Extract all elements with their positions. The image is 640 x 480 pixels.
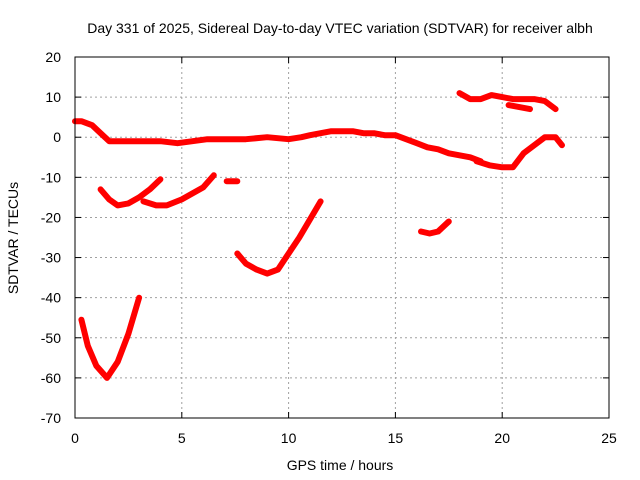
- y-tick-label: -40: [41, 290, 61, 306]
- y-tick-label: -60: [41, 370, 61, 386]
- y-tick-label: 0: [53, 129, 61, 145]
- data-series-8: [234, 198, 324, 277]
- y-tick-label: 20: [45, 49, 61, 65]
- x-tick-label: 0: [71, 430, 79, 446]
- y-tick-label: -50: [41, 330, 61, 346]
- y-tick-label: 10: [45, 89, 61, 105]
- data-series-6: [140, 172, 217, 209]
- x-tick-label: 25: [601, 430, 617, 446]
- x-tick-label: 10: [281, 430, 297, 446]
- axis-ticks: 0 5 10 15 20 25 -70 -60 -50 -40 -30 -20 -10 0 10 20: [41, 49, 617, 446]
- plot-frame: [74, 56, 610, 419]
- y-tick-label: -20: [41, 209, 61, 225]
- x-axis-label: GPS time / hours: [287, 457, 394, 473]
- x-tick-label: 5: [178, 430, 186, 446]
- y-axis-label: SDTVAR / TECUs: [5, 182, 21, 294]
- data-series-5: [97, 176, 164, 209]
- y-tick-label: -10: [41, 169, 61, 185]
- chart-title: Day 331 of 2025, Sidereal Day-to-day VTE…: [87, 20, 593, 36]
- y-tick-label: -70: [41, 410, 61, 426]
- data-series-4: [505, 102, 533, 113]
- grid-lines: [75, 57, 609, 418]
- x-tick-label: 15: [388, 430, 404, 446]
- y-tick-label: -30: [41, 250, 61, 266]
- data-series-3: [456, 90, 559, 113]
- data-series-1: [72, 118, 484, 165]
- x-tick-label: 20: [494, 430, 510, 446]
- data-series-9: [78, 294, 143, 381]
- series-layer: [72, 90, 565, 381]
- data-series-10: [418, 218, 452, 237]
- data-series-2: [473, 134, 565, 171]
